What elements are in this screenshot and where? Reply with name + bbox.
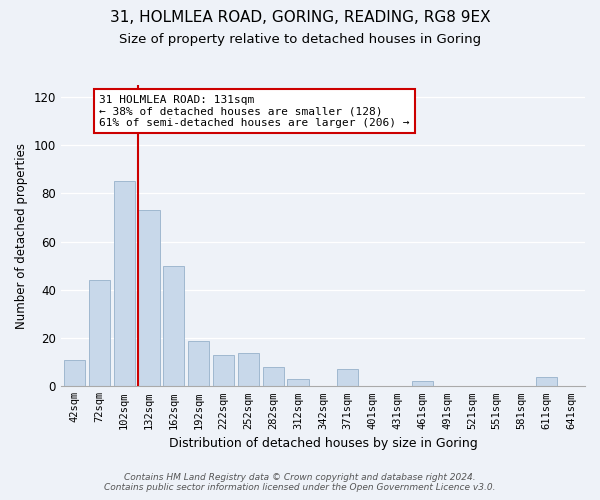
Bar <box>113 182 135 386</box>
Text: Contains HM Land Registry data © Crown copyright and database right 2024.
Contai: Contains HM Land Registry data © Crown c… <box>104 473 496 492</box>
Text: 31 HOLMLEA ROAD: 131sqm
← 38% of detached houses are smaller (128)
61% of semi-d: 31 HOLMLEA ROAD: 131sqm ← 38% of detache… <box>99 94 410 128</box>
Bar <box>64 360 85 386</box>
Bar <box>139 210 160 386</box>
Bar <box>337 370 358 386</box>
Bar <box>263 367 284 386</box>
Bar <box>412 382 433 386</box>
Bar <box>238 352 259 386</box>
Text: Size of property relative to detached houses in Goring: Size of property relative to detached ho… <box>119 32 481 46</box>
Bar <box>287 379 308 386</box>
Bar <box>213 355 234 386</box>
Y-axis label: Number of detached properties: Number of detached properties <box>15 142 28 328</box>
Bar <box>536 376 557 386</box>
Text: 31, HOLMLEA ROAD, GORING, READING, RG8 9EX: 31, HOLMLEA ROAD, GORING, READING, RG8 9… <box>110 10 490 25</box>
X-axis label: Distribution of detached houses by size in Goring: Distribution of detached houses by size … <box>169 437 477 450</box>
Bar <box>163 266 184 386</box>
Bar <box>89 280 110 386</box>
Bar <box>188 340 209 386</box>
